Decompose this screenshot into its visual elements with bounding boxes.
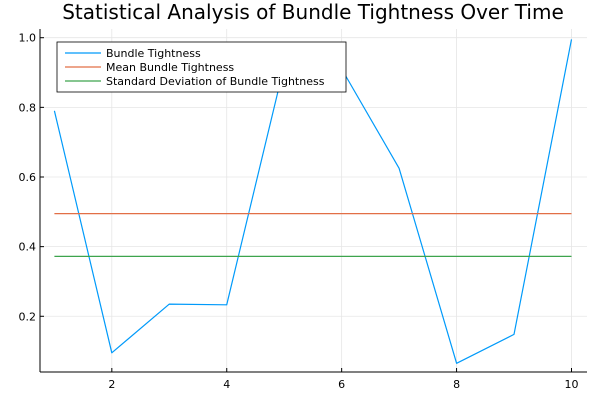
legend-box [56,41,347,93]
x-tick-label: 4 [223,378,230,391]
y-tick-label: 1.0 [19,32,37,45]
x-tick-label: 6 [338,378,345,391]
tick-labels: 2 4 6 8 10 0.2 0.4 0.6 0.8 1.0 [19,32,579,391]
axes [39,29,587,373]
x-tick-label: 2 [108,378,115,391]
y-tick-label: 0.2 [19,310,37,323]
x-tick-label: 8 [453,378,460,391]
y-tick-label: 0.4 [19,241,37,254]
x-tick-label: 10 [564,378,578,391]
legend-label-2: Mean Bundle Tightness [106,61,234,74]
chart-title: Statistical Analysis of Bundle Tightness… [62,0,564,24]
legend-label-1: Bundle Tightness [106,47,201,60]
y-tick-label: 0.6 [19,171,37,184]
legend-label-3: Standard Deviation of Bundle Tightness [106,75,325,88]
y-tick-label: 0.8 [19,101,37,114]
